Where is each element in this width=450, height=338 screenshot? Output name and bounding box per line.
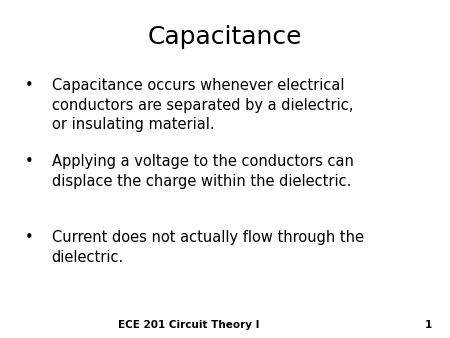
Text: Capacitance: Capacitance [148,25,302,49]
Text: Current does not actually flow through the
dielectric.: Current does not actually flow through t… [52,230,364,265]
Text: •: • [25,154,33,169]
Text: Applying a voltage to the conductors can
displace the charge within the dielectr: Applying a voltage to the conductors can… [52,154,354,189]
Text: •: • [25,78,33,93]
Text: •: • [25,230,33,245]
Text: Capacitance occurs whenever electrical
conductors are separated by a dielectric,: Capacitance occurs whenever electrical c… [52,78,353,132]
Text: 1: 1 [425,320,432,330]
Text: ECE 201 Circuit Theory I: ECE 201 Circuit Theory I [118,320,260,330]
